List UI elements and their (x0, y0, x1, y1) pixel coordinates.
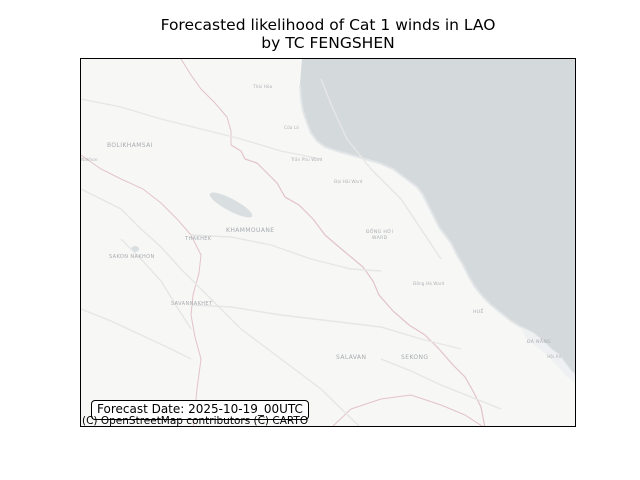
label-da-nang: ĐÀ NẴNG (527, 337, 551, 345)
label-dong-ha: Đông Hà Ward (413, 281, 445, 286)
label-thakhek: THAKHEK (184, 236, 212, 242)
label-sakon-nakhon: SAKON NAKHON (109, 254, 155, 260)
label-khammouane: KHAMMOUANE (226, 227, 274, 234)
map-panel: BOLIKHAMSAI KHAMMOUANE THAKHEK SAKON NAK… (80, 58, 576, 427)
label-ward: WARD (372, 235, 388, 241)
chart-title: Forecasted likelihood of Cat 1 winds in … (0, 16, 640, 52)
label-thai-hoa: Thái Hòa (252, 84, 273, 89)
label-bolikhamsai: BOLIKHAMSAI (107, 142, 153, 149)
label-cua-lo: Cửa Lò (284, 125, 299, 130)
label-savannakhet: SAVANNAKHET (171, 301, 213, 307)
sea-area (300, 59, 575, 375)
basemap: BOLIKHAMSAI KHAMMOUANE THAKHEK SAKON NAK… (81, 59, 575, 426)
lower-coast (521, 327, 575, 384)
forecast-date-box: Forecast Date: 2025-10-19_00UTC (91, 400, 309, 420)
label-salavan: SALAVAN (336, 354, 366, 361)
label-nakhon: Nakhon (81, 157, 98, 162)
title-line-2: by TC FENGSHEN (261, 34, 395, 52)
label-sekong: SEKONG (401, 354, 428, 361)
title-line-1: Forecasted likelihood of Cat 1 winds in … (160, 16, 496, 34)
label-hoi-an: Hội An (547, 354, 562, 359)
laos-thailand-border (81, 154, 202, 426)
label-dai-hai: Đại Hải Ward (334, 179, 363, 184)
label-dong-hoi: ĐỒNG HỚI (366, 226, 393, 235)
label-hue: HUẾ (473, 307, 484, 315)
label-tran-phu: Trần Phú Ward (290, 157, 323, 162)
nam-theun-reservoir (209, 192, 253, 218)
roads (81, 78, 502, 426)
map-attribution: (C) OpenStreetMap contributors (C) CARTO (82, 415, 309, 427)
cambodia-border (332, 394, 483, 426)
north-border (180, 59, 232, 145)
laos-vietnam-border (230, 144, 486, 426)
